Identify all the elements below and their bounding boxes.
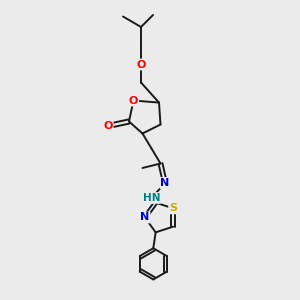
Text: S: S <box>169 203 177 213</box>
Text: HN: HN <box>143 193 160 203</box>
Text: N: N <box>160 178 169 188</box>
Text: N: N <box>140 212 149 223</box>
Text: O: O <box>103 121 113 131</box>
Text: O: O <box>129 95 138 106</box>
Text: O: O <box>136 59 146 70</box>
